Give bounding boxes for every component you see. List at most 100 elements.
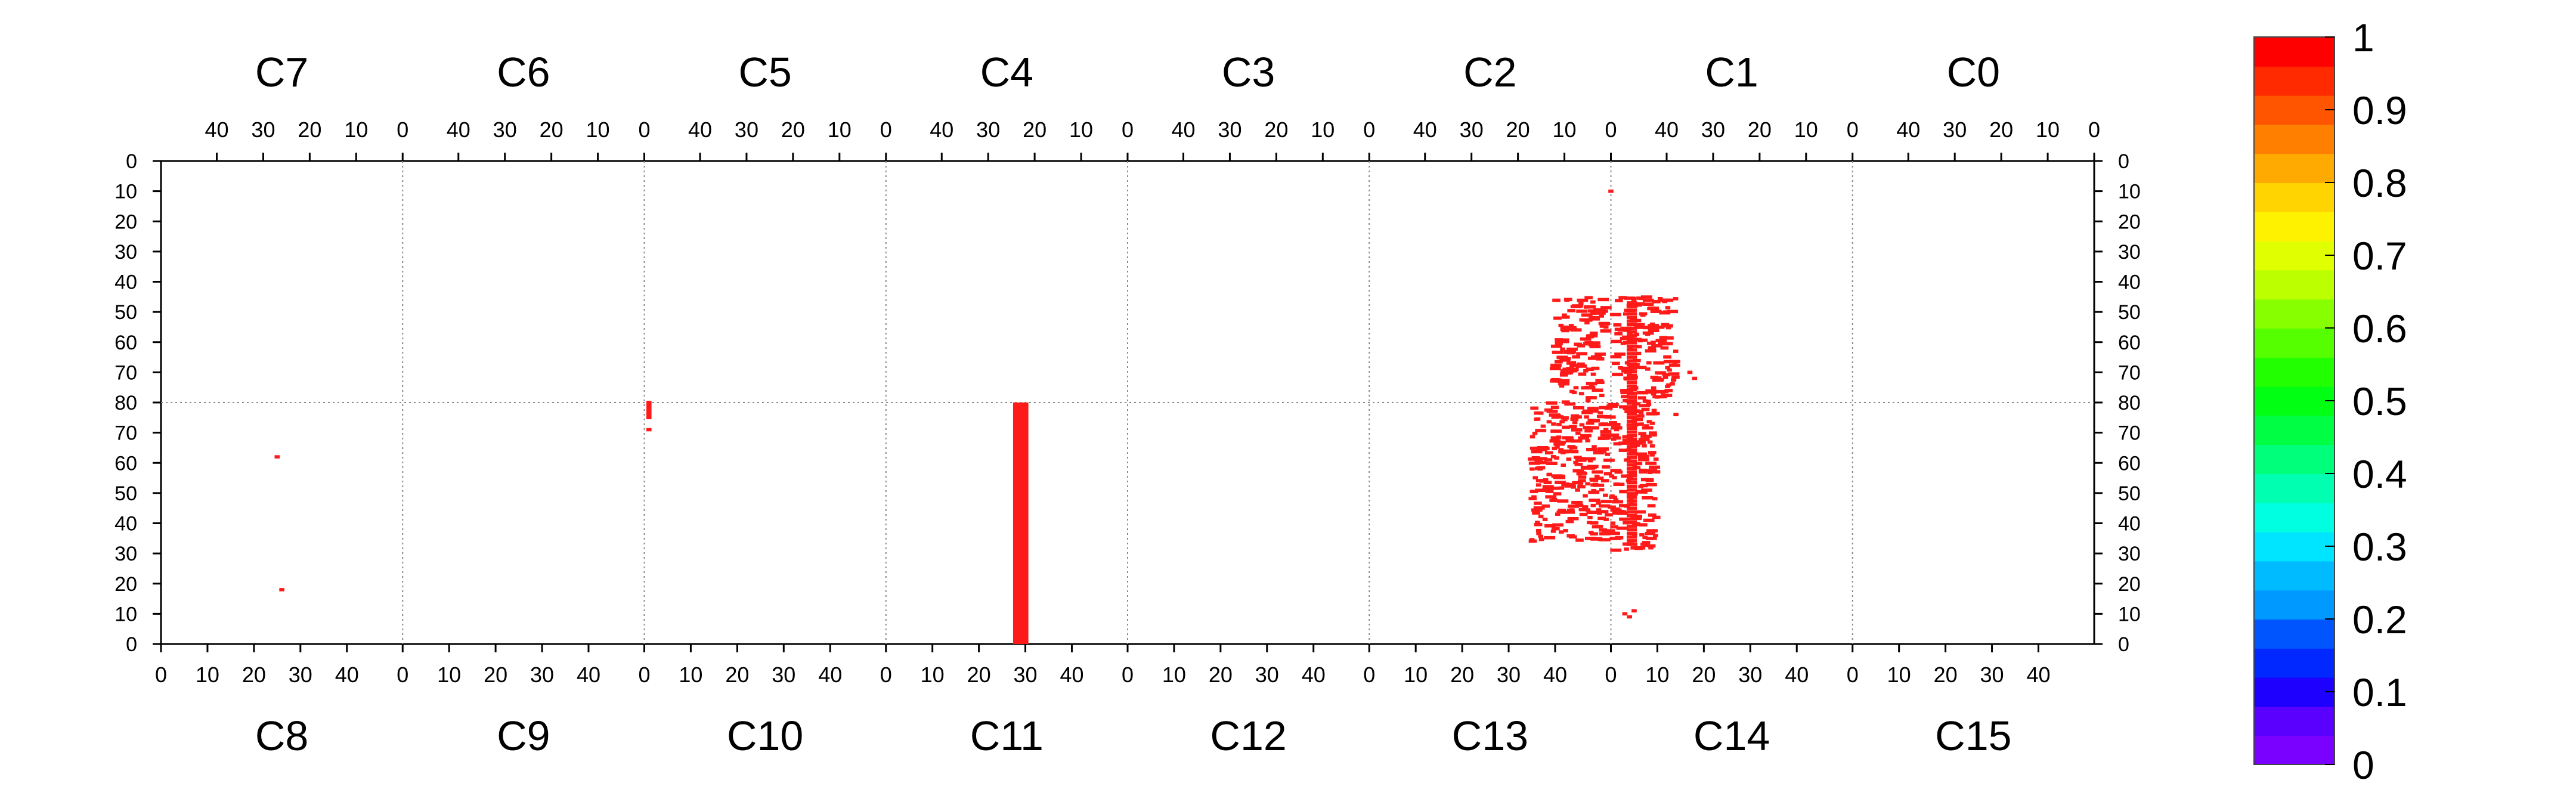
- left-row-tick-label: 20: [114, 210, 137, 233]
- colorbar-tick-label: 1: [2352, 16, 2374, 60]
- hit-pixel: [1626, 426, 1637, 431]
- hit-pixel: [1555, 338, 1563, 342]
- hit-pixel: [1652, 433, 1657, 437]
- hit-pixel: [1613, 323, 1622, 327]
- hit-pixel: [1574, 462, 1583, 466]
- hit-pixel: [1563, 510, 1575, 514]
- hit-pixel: [1535, 429, 1547, 432]
- hit-pixel: [1626, 392, 1637, 395]
- colorbar-segment: [2254, 706, 2334, 736]
- hit-pixel: [1637, 454, 1649, 458]
- hit-pixel: [1579, 512, 1588, 516]
- hit-pixel: [1589, 315, 1600, 320]
- hit-pixel: [1568, 326, 1577, 330]
- hit-pixel: [1572, 481, 1584, 485]
- top-column-tick-label: 10: [1069, 117, 1093, 142]
- hit-pixel: [1542, 518, 1548, 521]
- bottom-column-tick-label: 30: [772, 662, 795, 687]
- hit-pixel: [1576, 352, 1588, 355]
- hit-pixel: [1638, 432, 1647, 436]
- hit-pixel: [1646, 402, 1652, 406]
- top-column-tick-label: 40: [1171, 117, 1195, 142]
- hit-pixel: [1533, 506, 1545, 510]
- hit-pixel: [1637, 440, 1646, 444]
- bottom-column-tick-label: 40: [818, 662, 842, 687]
- hit-pixel: [1561, 449, 1573, 453]
- hit-pixel: [1562, 425, 1570, 429]
- bottom-chip-label: C8: [255, 713, 308, 759]
- hit-pixel: [1586, 396, 1597, 400]
- hit-pixel: [1642, 444, 1647, 448]
- hit-pixel: [1655, 371, 1667, 375]
- hit-pixel: [1646, 420, 1652, 423]
- hit-pixel: [1566, 508, 1572, 512]
- hit-pixel: [1567, 504, 1579, 508]
- hit-pixel: [1626, 377, 1637, 381]
- hit-pixel: [1634, 409, 1640, 413]
- hit-pixel: [1598, 449, 1607, 453]
- hit-pixel: [1547, 472, 1552, 476]
- hit-pixel: [1626, 301, 1637, 305]
- hit-pixel: [1587, 521, 1592, 525]
- hit-pixel: [1538, 534, 1544, 538]
- hit-pixel: [1613, 482, 1625, 487]
- hit-pixel: [1626, 355, 1637, 359]
- hit-pixel: [1648, 546, 1654, 550]
- hit-pixel: [1647, 440, 1653, 444]
- hit-pixel: [1558, 530, 1564, 534]
- hit-pixel: [1655, 339, 1667, 342]
- hit-pixel: [1626, 370, 1637, 374]
- hit-pixel: [1623, 398, 1628, 402]
- hit-pixel: [1594, 490, 1599, 494]
- hit-pixel: [1535, 521, 1540, 524]
- hit-pixel: [1645, 482, 1657, 487]
- hit-pixel: [1668, 372, 1680, 376]
- hit-pixel: [1638, 453, 1646, 456]
- hit-pixel: [1599, 532, 1611, 535]
- hit-pixel: [1608, 531, 1619, 535]
- top-column-tick-label: 0: [397, 117, 408, 142]
- hit-pixel: [1584, 305, 1596, 309]
- colorbar-segment: [2254, 619, 2334, 649]
- hit-pixel: [1626, 506, 1637, 510]
- right-row-tick-label: 20: [2118, 210, 2141, 233]
- left-row-tick-label: 10: [114, 603, 137, 626]
- hit-pixel: [1626, 452, 1637, 456]
- hit-pixel: [1603, 518, 1609, 521]
- colorbar-segment: [2254, 677, 2334, 707]
- hit-pixel: [1624, 547, 1629, 551]
- hit-pixel: [1553, 414, 1561, 418]
- hit-pixel: [1559, 420, 1565, 423]
- top-column-tick-label: 0: [1847, 117, 1859, 142]
- hit-pixel: [1602, 436, 1611, 439]
- hit-pixel: [1570, 450, 1579, 454]
- top-column-tick-label: 0: [638, 117, 650, 142]
- bottom-column-tick-label: 10: [1887, 662, 1911, 687]
- bottom-column-tick-label: 0: [880, 662, 892, 687]
- bottom-column-tick-label: 30: [1014, 662, 1038, 687]
- bottom-column-tick-label: 20: [242, 662, 266, 687]
- hit-pixel: [1613, 498, 1619, 502]
- hit-pixel: [1557, 499, 1569, 503]
- hit-pixel: [646, 410, 652, 413]
- top-column-tick-label: 0: [1605, 117, 1617, 142]
- left-row-tick-label: 70: [114, 361, 137, 384]
- hit-pixel: [1572, 469, 1584, 473]
- plot-area: C7 40 30 20 10 0 C6 40 30 20 10 0 C5 40 30 20 10 0 C4 40 30 2…: [114, 49, 2141, 759]
- hit-pixel: [1589, 345, 1601, 349]
- hit-pixel: [1530, 490, 1538, 494]
- hit-pixel: [1648, 451, 1657, 454]
- hit-pixel: [1639, 523, 1648, 527]
- colorbar-segment: [2254, 561, 2334, 591]
- hit-pixel: [1558, 323, 1564, 327]
- right-row-tick-label: 50: [2118, 482, 2141, 505]
- hit-pixel: [1563, 298, 1572, 302]
- hit-pixel: [1539, 460, 1548, 465]
- hit-pixel: [1592, 470, 1603, 474]
- hit-pixel: [1636, 323, 1645, 327]
- hit-pixel: [1576, 472, 1582, 476]
- hit-pixel: [1584, 466, 1596, 470]
- hit-pixel: [1609, 312, 1621, 317]
- bottom-column-tick-label: 40: [577, 662, 600, 687]
- bottom-column-tick-label: 20: [725, 662, 749, 687]
